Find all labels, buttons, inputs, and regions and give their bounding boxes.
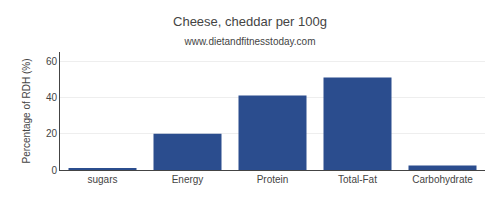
svg-text:60: 60 <box>46 56 58 67</box>
svg-text:www.dietandfitnesstoday.com: www.dietandfitnesstoday.com <box>184 36 316 47</box>
svg-text:20: 20 <box>46 128 58 139</box>
svg-text:sugars: sugars <box>87 174 117 185</box>
svg-text:Percentage of RDH (%): Percentage of RDH (%) <box>21 58 32 163</box>
svg-text:Energy: Energy <box>172 174 204 185</box>
svg-text:Carbohydrate: Carbohydrate <box>412 174 473 185</box>
svg-text:40: 40 <box>46 92 58 103</box>
svg-text:Protein: Protein <box>257 174 289 185</box>
svg-text:Total-Fat: Total-Fat <box>338 174 377 185</box>
svg-text:Cheese, cheddar per 100g: Cheese, cheddar per 100g <box>173 14 327 29</box>
svg-text:0: 0 <box>51 165 57 176</box>
